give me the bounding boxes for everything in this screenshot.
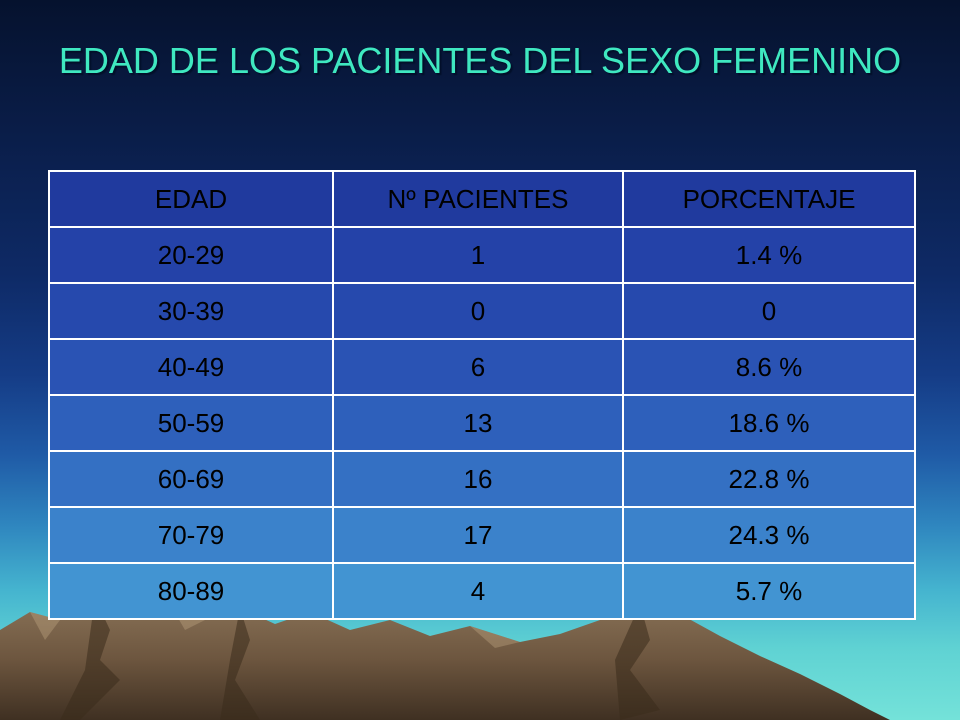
cell-porcentaje: 18.6 % [622, 394, 916, 452]
cell-edad: 50-59 [48, 394, 334, 452]
mountain-range-illustration [0, 598, 890, 720]
cell-num-pacientes: 4 [332, 562, 624, 620]
cell-num-pacientes: 1 [332, 226, 624, 284]
table-row: 40-49 6 8.6 % [48, 338, 916, 396]
cell-porcentaje: 24.3 % [622, 506, 916, 564]
cell-edad: 60-69 [48, 450, 334, 508]
cell-edad: 30-39 [48, 282, 334, 340]
cell-edad: 80-89 [48, 562, 334, 620]
cell-porcentaje: 22.8 % [622, 450, 916, 508]
header-porcentaje: PORCENTAJE [622, 170, 916, 228]
table-header-row: EDAD Nº PACIENTES PORCENTAJE [48, 170, 916, 228]
cell-porcentaje: 0 [622, 282, 916, 340]
cell-edad: 40-49 [48, 338, 334, 396]
table-row: 30-39 0 0 [48, 282, 916, 340]
age-table-container: EDAD Nº PACIENTES PORCENTAJE 20-29 1 1.4 %… [48, 170, 916, 620]
table-row: 70-79 17 24.3 % [48, 506, 916, 564]
cell-num-pacientes: 6 [332, 338, 624, 396]
cell-porcentaje: 5.7 % [622, 562, 916, 620]
cell-porcentaje: 8.6 % [622, 338, 916, 396]
header-num-pacientes: Nº PACIENTES [332, 170, 624, 228]
table-row: 60-69 16 22.8 % [48, 450, 916, 508]
cell-edad: 70-79 [48, 506, 334, 564]
cell-num-pacientes: 16 [332, 450, 624, 508]
cell-edad: 20-29 [48, 226, 334, 284]
cell-porcentaje: 1.4 % [622, 226, 916, 284]
cell-num-pacientes: 0 [332, 282, 624, 340]
table-row: 50-59 13 18.6 % [48, 394, 916, 452]
table-row: 20-29 1 1.4 % [48, 226, 916, 284]
cell-num-pacientes: 13 [332, 394, 624, 452]
header-edad: EDAD [48, 170, 334, 228]
table-row: 80-89 4 5.7 % [48, 562, 916, 620]
slide-title: EDAD DE LOS PACIENTES DEL SEXO FEMENINO [58, 40, 902, 81]
age-table: EDAD Nº PACIENTES PORCENTAJE 20-29 1 1.4 %… [48, 170, 916, 620]
cell-num-pacientes: 17 [332, 506, 624, 564]
